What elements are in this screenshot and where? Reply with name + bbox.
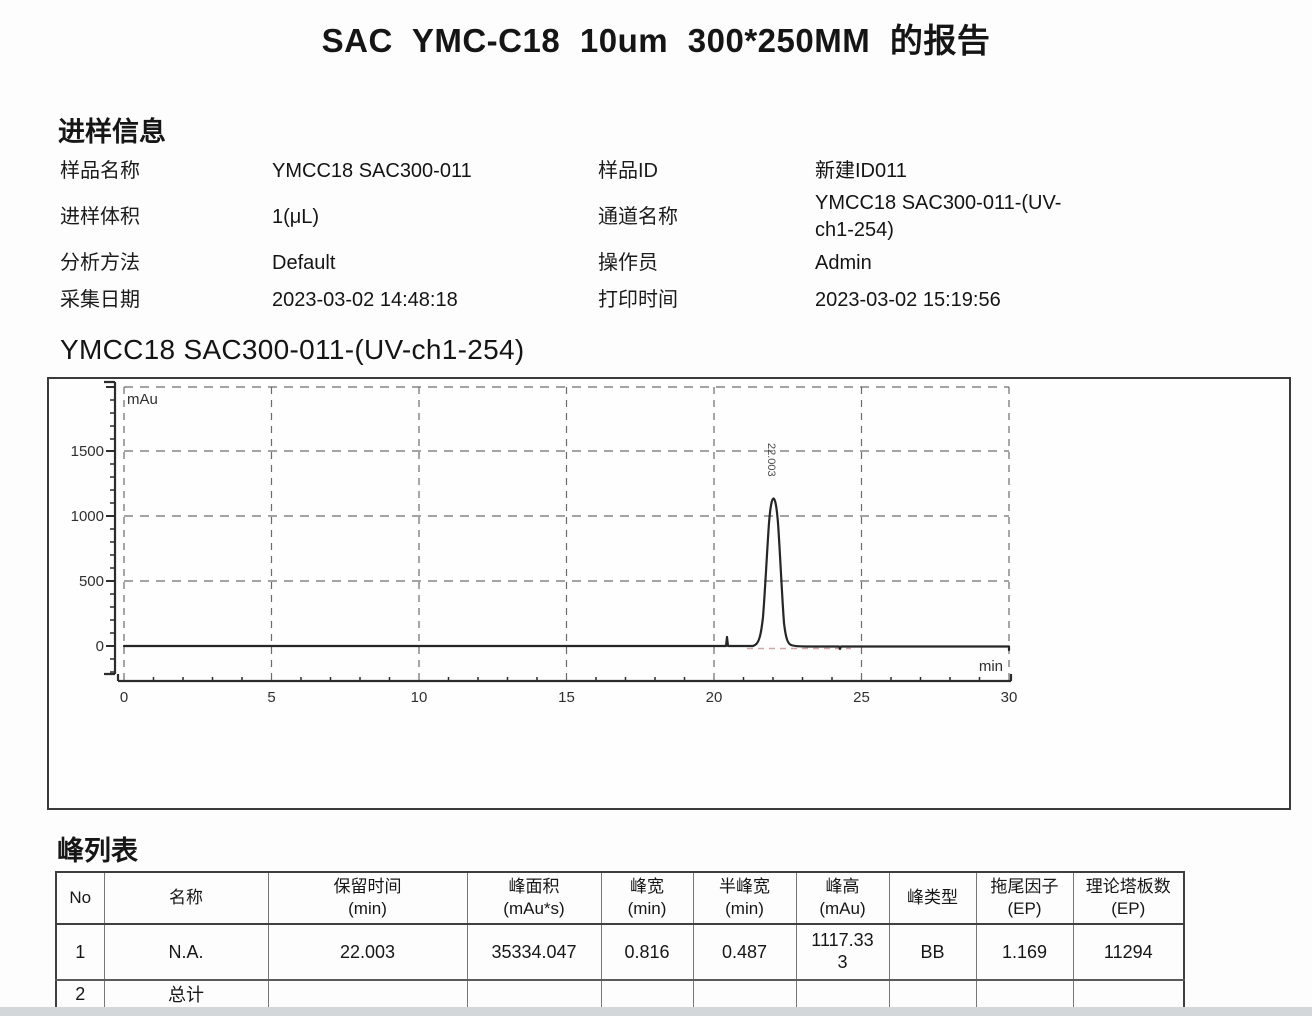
col-header-text: 峰高 [825,877,860,896]
page-bottom-edge [0,1007,1312,1016]
y-axis [104,380,117,676]
x-tick-25: 25 [853,689,870,706]
cell-half-width [692,979,797,1009]
col-header-theoretical-plates: 理论塔板数 (EP) [1072,871,1185,925]
cell-peak-width: 0.816 [600,923,694,981]
x-tick-0: 0 [120,689,128,706]
gridlines [123,386,1010,681]
x-tick-20: 20 [706,689,723,706]
field-label-operator: 操作员 [598,252,658,274]
x-axis-unit-label: min [979,658,1003,675]
col-header-text: No [69,888,92,907]
col-header-tailing-factor: 拖尾因子 (EP) [975,871,1074,925]
col-header-unit: (min) [627,899,667,918]
field-label-channel-name: 通道名称 [598,206,678,228]
col-header-text: 名称 [169,888,203,907]
field-label-analysis-method: 分析方法 [60,252,140,274]
chromatogram-plot: mAu min 1500 1000 500 0 0 5 10 15 20 25 … [71,380,1018,706]
y-tick-0: 0 [96,638,104,655]
col-header-text: 峰宽 [630,877,664,896]
field-value-analysis-method: Default [272,252,336,274]
field-label-print-time: 打印时间 [598,289,678,311]
x-tick-labels: 0 5 10 15 20 25 30 [120,689,1018,706]
y-axis-unit-label: mAu [127,391,158,408]
cell-half-width: 0.487 [692,923,797,981]
col-header-half-width: 半峰宽 (min) [692,871,797,925]
field-value-sample-id: 新建ID011 [815,160,907,182]
field-label-acquisition-date: 采集日期 [60,289,140,311]
cell-name: 总计 [103,979,269,1009]
x-tick-5: 5 [267,689,275,706]
field-label-injection-volume: 进样体积 [60,206,140,228]
col-header-unit: (min) [725,899,764,918]
col-header-unit: (mAu) [819,899,866,918]
cell-peak-type [888,979,977,1009]
col-header-name: 名称 [103,871,269,925]
peak-table-row-1: 1 N.A. 22.003 35334.047 0.816 0.487 1117… [55,923,1185,981]
col-header-text: 理论塔板数 [1085,877,1171,896]
x-tick-30: 30 [1001,689,1018,706]
x-tick-15: 15 [558,689,575,706]
field-label-sample-name: 样品名称 [60,160,140,182]
y-tick-500: 500 [79,573,104,590]
field-value-channel-name: YMCC18 SAC300-011-(UV-ch1-254) [815,192,1062,241]
field-value-injection-volume: 1(μL) [272,206,320,228]
cell-peak-type: BB [888,923,977,981]
col-header-peak-height: 峰高 (mAu) [795,871,890,925]
cell-theoretical-plates [1072,979,1185,1009]
chromatogram-panel: mAu min 1500 1000 500 0 0 5 10 15 20 25 … [47,377,1291,810]
y-tick-1000: 1000 [71,508,104,525]
field-value-print-time: 2023-03-02 15:19:56 [815,289,1001,311]
col-header-peak-width: 峰宽 (min) [600,871,694,925]
x-axis [116,674,1013,683]
field-value-sample-name: YMCC18 SAC300-011 [272,160,472,182]
injection-info-heading: 进样信息 [58,117,166,147]
col-header-unit: (mAu*s) [503,899,565,918]
col-header-text: 半峰宽 [719,877,770,896]
cell-retention-time: 22.003 [267,923,468,981]
cell-peak-height [795,979,890,1009]
y-tick-labels: 1500 1000 500 0 [71,443,104,655]
col-header-unit: (EP) [1007,899,1042,918]
field-value-acquisition-date: 2023-03-02 14:48:18 [272,289,458,311]
cell-peak-area: 35334.047 [466,923,602,981]
peak-list-heading: 峰列表 [57,836,138,866]
peak-rt-label: 22.003 [765,443,777,477]
x-tick-10: 10 [411,689,428,706]
cell-no: 1 [55,923,105,981]
col-header-text: 保留时间 [333,877,402,896]
peak-height-value: 1117.333 [811,930,874,972]
cell-peak-height: 1117.333 [795,923,890,981]
chromatogram-title: YMCC18 SAC300-011-(UV-ch1-254) [60,334,525,365]
col-header-no: No [55,871,105,925]
cell-tailing-factor [975,979,1074,1009]
cell-tailing-factor: 1.169 [975,923,1074,981]
field-value-operator: Admin [815,252,872,274]
page-title: SAC YMC-C18 10um 300*250MM 的报告 [321,22,991,59]
col-header-text: 峰面积 [508,877,560,896]
cell-peak-area [466,979,602,1009]
col-header-peak-area: 峰面积 (mAu*s) [466,871,602,925]
col-header-retention-time: 保留时间 (min) [267,871,468,925]
col-header-unit: (min) [348,899,387,918]
y-tick-1500: 1500 [71,443,104,460]
peak-table-row-2: 2 总计 [55,979,1185,1009]
signal-trace [122,497,1011,652]
peak-table: No 名称 保留时间 (min) 峰面积 (mAu*s) 峰宽 (min) 半峰宽 (m… [55,871,1185,1009]
col-header-unit: (EP) [1111,899,1146,918]
peak-table-header-row: No 名称 保留时间 (min) 峰面积 (mAu*s) 峰宽 (min) 半峰宽 (m… [55,871,1185,925]
col-header-text: 峰类型 [907,888,958,907]
cell-name: N.A. [103,923,269,981]
cell-retention-time [267,979,468,1009]
col-header-text: 拖尾因子 [990,877,1059,896]
col-header-peak-type: 峰类型 [888,871,977,925]
field-label-sample-id: 样品ID [598,160,658,182]
cell-peak-width [600,979,694,1009]
cell-theoretical-plates: 11294 [1072,923,1185,981]
cell-no: 2 [55,979,105,1009]
